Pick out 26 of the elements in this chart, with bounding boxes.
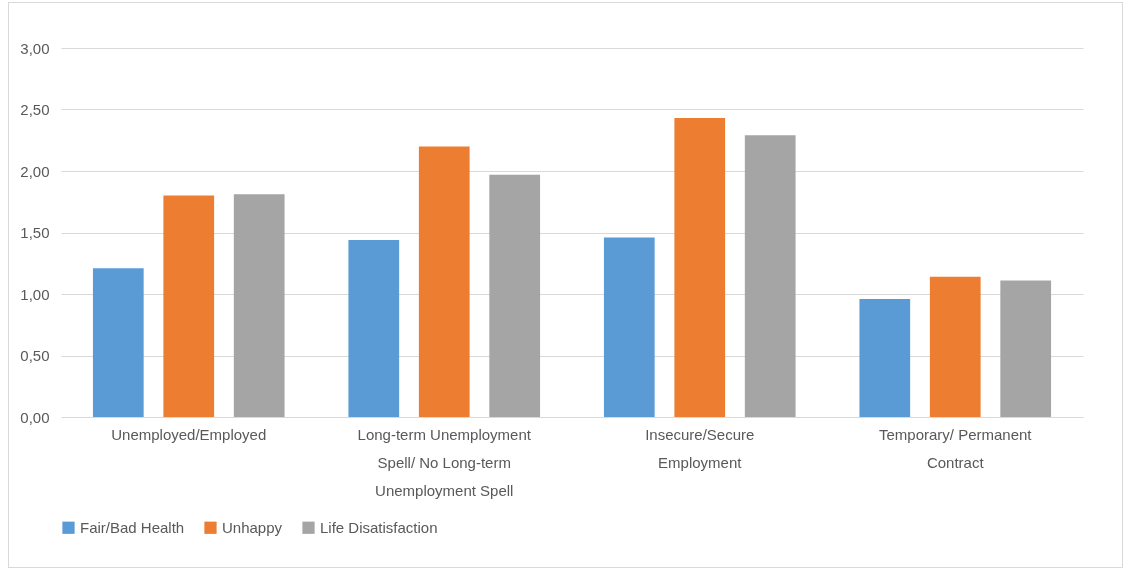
bar bbox=[418, 146, 470, 417]
bar bbox=[859, 298, 911, 417]
bar bbox=[348, 239, 400, 417]
legend-label: Life Disatisfaction bbox=[320, 518, 438, 536]
y-tick-label: 1,50 bbox=[20, 224, 50, 241]
x-tick-label: Long-term Unemployment Spell/ No Long-term Unemployment Spell bbox=[357, 425, 532, 499]
y-tick-label: 0,50 bbox=[20, 347, 50, 364]
x-tick-label: Insecure/Secure Employment bbox=[645, 425, 755, 471]
y-tick-label: 3,00 bbox=[20, 39, 50, 57]
bar bbox=[92, 268, 144, 417]
legend-label: Unhappy bbox=[222, 518, 283, 536]
y-tick-label: 0,00 bbox=[20, 408, 50, 426]
bar bbox=[929, 276, 981, 417]
bar bbox=[233, 194, 285, 417]
bar bbox=[163, 195, 215, 417]
y-tick-label: 2,50 bbox=[20, 101, 50, 118]
y-tick-label: 1,00 bbox=[20, 285, 50, 303]
legend-label: Fair/Bad Health bbox=[80, 518, 185, 536]
bar bbox=[674, 118, 726, 417]
bar bbox=[489, 174, 541, 417]
bar bbox=[603, 237, 655, 417]
bar bbox=[1000, 280, 1052, 417]
x-tick-label: Temporary/ Permanent Contract bbox=[878, 425, 1033, 471]
y-tick-label: 2,00 bbox=[20, 162, 50, 180]
x-tick-label: Unemployed/Employed bbox=[111, 425, 267, 443]
bar bbox=[744, 135, 796, 417]
